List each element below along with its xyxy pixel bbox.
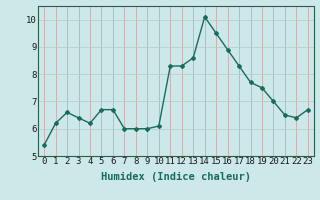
X-axis label: Humidex (Indice chaleur): Humidex (Indice chaleur) (101, 172, 251, 182)
